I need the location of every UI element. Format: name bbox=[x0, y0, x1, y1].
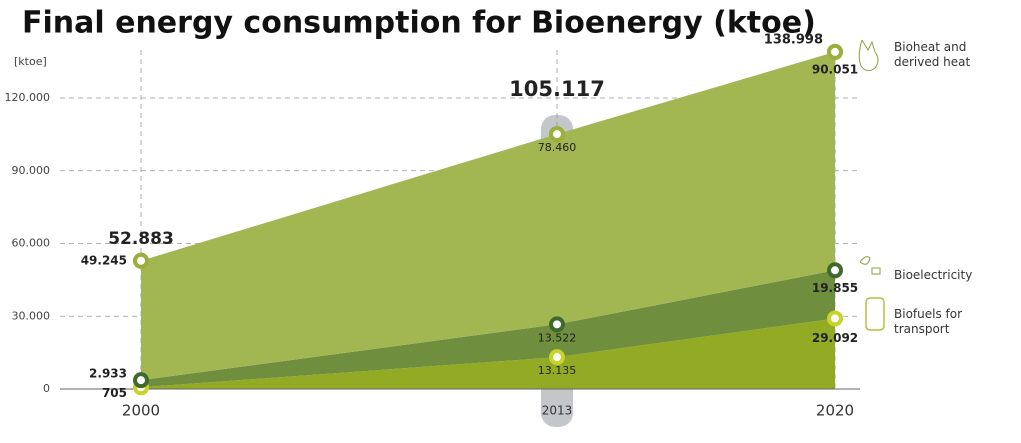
y-tick-label: 0 bbox=[43, 382, 50, 395]
marker bbox=[549, 316, 565, 333]
legend-entry: Bioheat and derived heat bbox=[894, 40, 971, 69]
value-label: 90.051 bbox=[812, 62, 858, 76]
icon bbox=[865, 297, 885, 331]
y-axis-label: [ktoe] bbox=[14, 55, 47, 68]
y-tick-label: 120.000 bbox=[5, 91, 51, 104]
x-tick-label: 2000 bbox=[122, 402, 160, 420]
value-label: 19.855 bbox=[812, 281, 858, 295]
marker bbox=[827, 310, 843, 327]
value-label: 13.135 bbox=[538, 364, 577, 377]
total-marker bbox=[133, 252, 149, 269]
x-tick-label: 2013 bbox=[542, 404, 573, 418]
marker bbox=[827, 262, 843, 279]
total-label: 105.117 bbox=[509, 77, 605, 101]
y-tick-label: 30.000 bbox=[12, 309, 51, 322]
marker bbox=[133, 372, 149, 389]
legend-entry: Bioelectricity bbox=[894, 268, 973, 282]
total-marker bbox=[549, 126, 565, 143]
total-label: 52.883 bbox=[108, 229, 174, 249]
value-label: 2.933 bbox=[89, 367, 127, 381]
icon bbox=[858, 39, 879, 72]
value-label: 13.522 bbox=[538, 331, 577, 344]
x-tick-label: 2020 bbox=[816, 402, 854, 420]
legend-entry: Biofuels for transport bbox=[894, 307, 963, 336]
y-tick-label: 90.000 bbox=[12, 164, 51, 177]
icon bbox=[859, 256, 881, 275]
y-tick-label: 60.000 bbox=[12, 237, 51, 250]
value-label: 49.245 bbox=[81, 253, 127, 267]
total-marker bbox=[827, 43, 843, 60]
area bbox=[141, 318, 835, 389]
total-label: 138.998 bbox=[764, 32, 823, 47]
value-label: 78.460 bbox=[538, 141, 577, 154]
value-label: 29.092 bbox=[812, 331, 858, 345]
marker bbox=[549, 349, 565, 366]
area bbox=[141, 51, 835, 381]
area bbox=[141, 270, 835, 388]
value-label: 705 bbox=[102, 386, 127, 400]
chart-title: Final energy consumption for Bioenergy (… bbox=[22, 6, 816, 41]
